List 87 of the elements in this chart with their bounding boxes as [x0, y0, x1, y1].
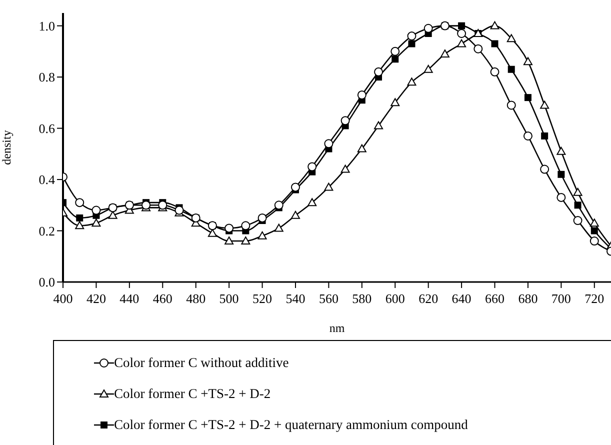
y-tick-label: 0.4 — [38, 172, 56, 188]
point — [541, 132, 548, 140]
point — [506, 34, 516, 42]
y-tick-label: 0.8 — [38, 70, 55, 85]
point — [573, 216, 582, 226]
point — [574, 202, 582, 209]
point — [324, 139, 334, 148]
point — [458, 22, 466, 30]
point — [506, 100, 516, 110]
point — [558, 170, 565, 178]
point — [590, 227, 598, 234]
point — [340, 164, 350, 173]
legend-label: Color former C without additive — [114, 355, 289, 371]
legend-label: Color former C +TS-2 + D-2 — [114, 386, 271, 402]
point — [308, 198, 317, 206]
point — [76, 214, 84, 222]
point — [556, 192, 566, 202]
point — [290, 182, 300, 192]
x-tick-label: 620 — [418, 291, 438, 306]
point — [290, 210, 300, 219]
x-tick-label: 700 — [551, 291, 571, 306]
point — [324, 182, 334, 191]
x-tick-label: 460 — [152, 291, 172, 306]
point — [407, 78, 416, 86]
point — [92, 206, 101, 215]
x-tick-label: 680 — [518, 291, 538, 306]
point — [340, 116, 350, 126]
point — [440, 49, 450, 58]
point — [92, 218, 101, 227]
point — [556, 146, 566, 155]
point — [490, 67, 500, 76]
point — [457, 39, 466, 48]
point — [573, 188, 582, 196]
point — [457, 28, 466, 38]
point — [408, 40, 416, 48]
x-tick-label: 600 — [385, 291, 405, 306]
point — [258, 213, 267, 222]
point — [390, 46, 400, 56]
point — [75, 198, 84, 208]
point — [274, 200, 284, 210]
y-tick-label: 0.2 — [38, 223, 55, 238]
point — [308, 162, 317, 172]
x-tick-label: 400 — [53, 291, 73, 306]
point — [241, 236, 250, 245]
x-tick-label: 540 — [286, 291, 306, 306]
point — [392, 56, 399, 63]
point — [540, 164, 550, 174]
point — [590, 236, 599, 246]
x-tick-label: 420 — [86, 291, 106, 306]
point — [374, 67, 384, 76]
point — [258, 231, 267, 240]
x-tick-label: 660 — [485, 291, 505, 306]
point — [490, 21, 500, 30]
point — [374, 121, 384, 130]
x-tick-label: 520 — [252, 291, 272, 306]
y-tick-label: 0.0 — [38, 274, 55, 290]
x-tick-label: 500 — [219, 291, 239, 306]
point — [224, 236, 234, 245]
point — [523, 57, 532, 66]
point — [407, 32, 416, 41]
point — [357, 90, 366, 100]
point — [274, 224, 284, 232]
point — [508, 66, 515, 73]
legend-label: Color former C +TS-2 + D-2 + quaternary ammonium compound — [114, 417, 468, 433]
point — [474, 44, 483, 54]
point — [75, 221, 84, 230]
x-tick-label: 720 — [584, 291, 604, 306]
point — [491, 40, 498, 48]
point — [523, 131, 532, 140]
point — [424, 24, 433, 33]
point — [540, 100, 550, 109]
x-axis-title: nm — [329, 321, 346, 335]
x-tick-label: 480 — [186, 291, 206, 306]
x-tick-label: 640 — [452, 291, 472, 306]
point — [590, 218, 599, 227]
point — [241, 221, 250, 230]
point — [524, 94, 532, 102]
point — [357, 144, 366, 152]
point — [424, 64, 433, 73]
point — [224, 224, 234, 233]
x-tick-label: 440 — [120, 291, 140, 306]
y-tick-label: 1.0 — [38, 18, 55, 34]
point — [390, 98, 400, 106]
y-tick-label: 0.6 — [38, 120, 56, 136]
y-axis-title: density — [0, 130, 14, 165]
x-tick-label: 560 — [318, 291, 338, 306]
x-tick-label: 580 — [352, 291, 372, 306]
